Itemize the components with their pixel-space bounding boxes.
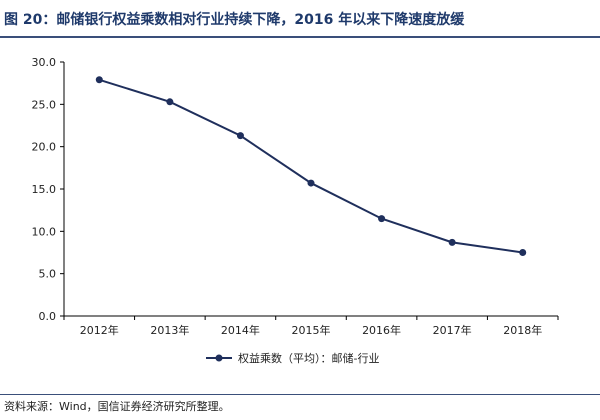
source-divider [0,394,600,395]
figure-title: 图 20：邮储银行权益乘数相对行业持续下降，2016 年以来下降速度放缓 [4,12,465,28]
y-tick-label: 5.0 [39,268,57,281]
x-ticks: 2012年 2013年 2014年 2015年 2016年 2017年 2018年 [63,316,559,337]
data-point [236,132,244,140]
x-axis: 2012年 2013年 2014年 2015年 2016年 2017年 2018年 [63,315,559,337]
data-point [95,76,103,84]
y-tick-label: 30.0 [32,56,57,69]
data-point [519,249,527,256]
legend-label: 权益乘数（平均）：邮储-行业 [238,351,379,365]
y-tick-label: 25.0 [32,98,57,111]
source-note: 资料来源：Wind，国信证券经济研究所整理。 [4,400,230,413]
x-tick-label: 2012年 [80,323,119,337]
title-bar [0,0,600,38]
x-tick-label: 2017年 [433,323,472,337]
line-chart: 0.05.010.015.020.025.030.0 2012年 2013年 201… [32,56,559,365]
data-point [307,179,315,187]
x-tick-label: 2016年 [362,323,401,337]
x-tick-label: 2015年 [292,323,331,337]
series-group [95,76,527,256]
x-tick-label: 2014年 [221,323,260,337]
data-point [448,238,456,246]
y-tick-label: 15.0 [32,183,57,196]
legend: 权益乘数（平均）：邮储-行业 [206,351,379,365]
data-point [166,98,174,106]
x-tick-label: 2013年 [150,323,189,337]
y-tick-label: 20.0 [32,141,57,154]
data-point [378,215,386,223]
x-tick-label: 2018年 [503,323,542,337]
series-line [98,78,523,254]
y-ticks: 0.0 5.0 10.0 15.0 20.0 25.0 30.0 [32,56,64,323]
y-axis: 0.0 5.0 10.0 15.0 20.0 25.0 30.0 [32,56,65,323]
y-tick-label: 10.0 [32,225,57,238]
y-tick-label: 0.0 [39,310,57,323]
legend-point-marker [215,354,223,362]
